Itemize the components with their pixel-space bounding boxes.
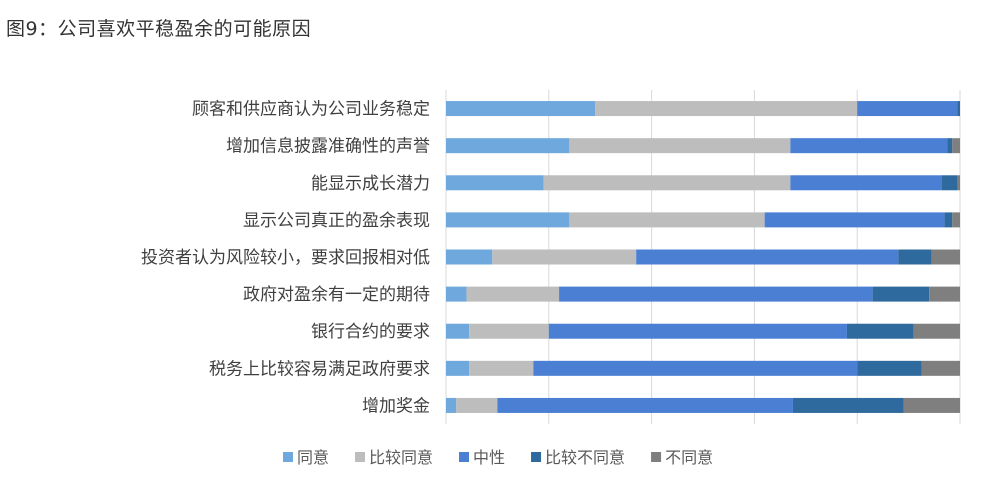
bar-segment-3-3 [944,212,953,228]
category-label-4: 投资者认为风险较小，要求回报相对低 [141,248,430,268]
legend-label-3: 比较不同意 [545,448,625,467]
category-label-8: 增加奖金 [362,396,430,416]
bar-segment-2-4 [957,175,960,191]
legend-label-0: 同意 [297,448,329,467]
bar-segment-8-2 [497,397,793,413]
bar-segment-1-2 [790,138,948,154]
bar-segment-0-3 [957,101,960,117]
legend-swatch-2 [459,452,470,462]
bar-segment-7-3 [857,360,922,376]
bar-segment-2-3 [942,175,958,191]
category-label-6: 银行合约的要求 [311,322,430,342]
legend-swatch-4 [651,452,662,462]
bars [446,101,960,413]
bar-segment-4-1 [492,249,637,265]
bar-segment-8-3 [792,397,904,413]
category-labels: 顾客和供应商认为公司业务稳定增加信息披露准确性的声誉能显示成长潜力显示公司真正的… [141,100,430,417]
chart-title: 图9：公司喜欢平稳盈余的可能原因 [6,18,312,40]
bar-segment-5-0 [446,286,467,302]
bar-segment-5-1 [466,286,560,302]
legend-swatch-0 [283,452,293,462]
bar-segment-8-4 [903,397,960,413]
bar-segment-1-3 [947,138,953,154]
bar-segment-3-4 [952,212,960,228]
bar-segment-4-3 [898,249,932,265]
bar-segment-6-0 [446,323,470,339]
bar-segment-1-0 [446,138,570,154]
bar-segment-1-4 [952,138,960,154]
bar-segment-7-2 [533,360,858,376]
bar-segment-6-2 [548,323,847,339]
legend: 同意 比较同意 中性 比较不同意 不同意 [283,448,713,467]
category-label-1: 增加信息披露准确性的声誉 [226,137,430,157]
bar-segment-4-4 [931,249,960,265]
bar-segment-1-1 [569,138,791,154]
legend-swatch-3 [531,452,542,462]
bar-segment-3-2 [764,212,945,228]
bar-segment-6-3 [846,323,914,339]
bar-segment-2-1 [543,175,791,191]
category-label-5: 政府对盈余有一定的期待 [243,285,430,305]
bar-segment-5-4 [929,286,960,302]
bar-segment-4-2 [636,249,899,265]
bar-segment-4-0 [446,249,493,265]
category-label-2: 能显示成长潜力 [311,174,430,194]
bar-segment-2-2 [790,175,943,191]
bar-segment-0-0 [446,101,596,117]
bar-segment-3-1 [569,212,765,228]
bar-segment-6-1 [469,323,549,339]
bar-segment-8-1 [456,397,498,413]
category-label-3: 显示公司真正的盈余表现 [243,211,430,231]
legend-label-4: 不同意 [665,448,713,467]
legend-swatch-1 [355,452,366,462]
category-label-0: 顾客和供应商认为公司业务稳定 [192,100,430,120]
bar-segment-2-0 [446,175,544,191]
bar-segment-7-4 [921,360,960,376]
bar-segment-3-0 [446,212,570,228]
bar-segment-7-1 [469,360,534,376]
category-label-7: 税务上比较容易满足政府要求 [209,359,430,379]
bar-segment-5-2 [559,286,873,302]
legend-label-2: 中性 [473,448,505,467]
bar-segment-0-1 [595,101,858,117]
bar-segment-6-4 [913,323,960,339]
legend-label-1: 比较同意 [369,448,433,467]
bar-segment-5-3 [872,286,930,302]
bar-segment-7-0 [446,360,470,376]
bar-segment-8-0 [446,397,457,413]
bar-segment-0-2 [857,101,958,117]
